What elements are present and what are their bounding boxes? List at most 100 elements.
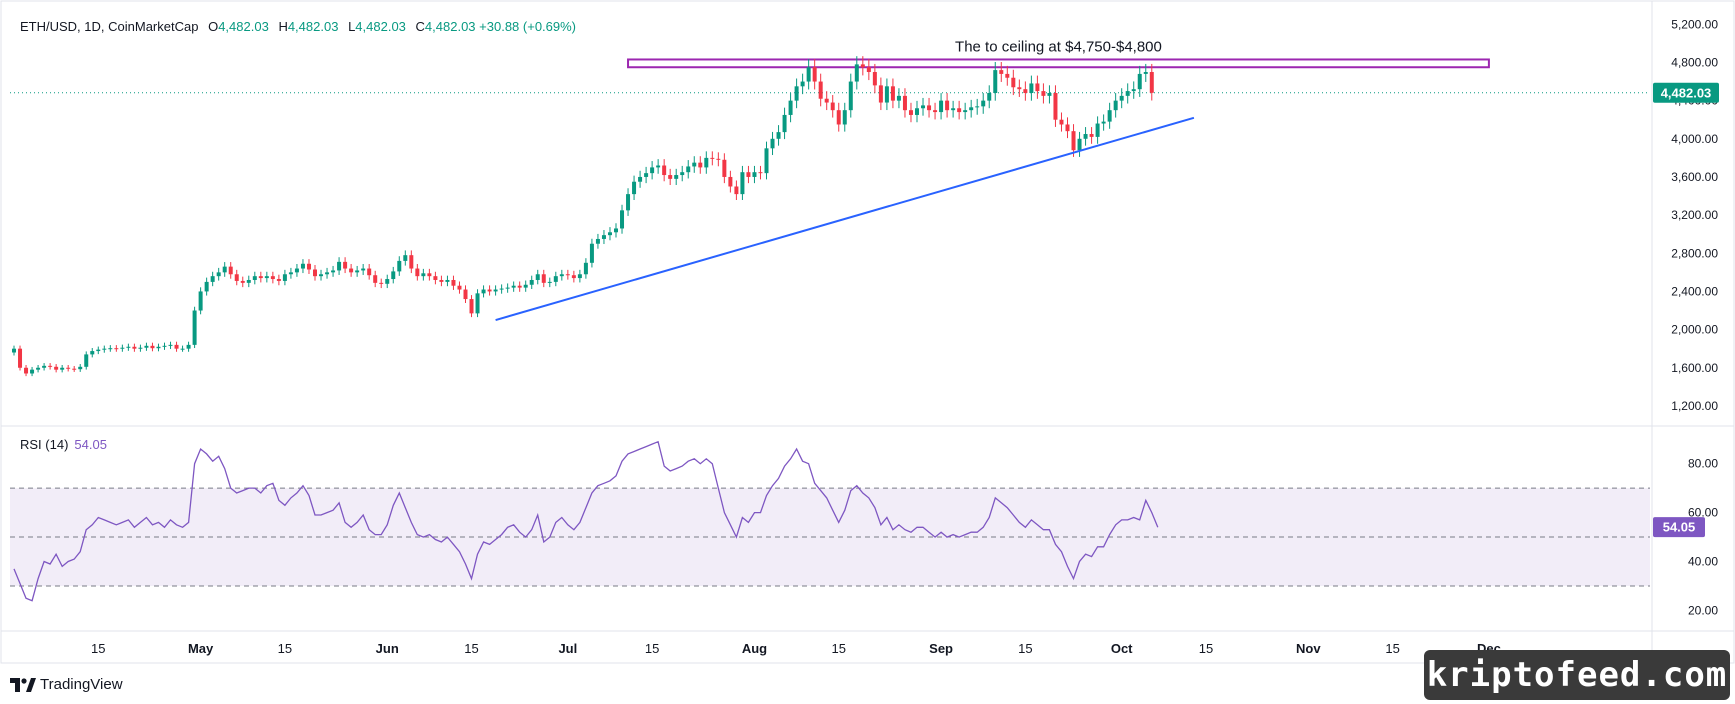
candle-body[interactable] bbox=[355, 270, 360, 273]
candle-body[interactable] bbox=[650, 167, 655, 174]
candle-body[interactable] bbox=[1029, 83, 1034, 93]
candle-body[interactable] bbox=[969, 107, 974, 111]
candle-body[interactable] bbox=[493, 289, 498, 292]
candle-body[interactable] bbox=[517, 285, 522, 288]
candle-body[interactable] bbox=[800, 81, 805, 87]
candle-body[interactable] bbox=[12, 348, 16, 353]
candle-body[interactable] bbox=[252, 276, 257, 280]
candle-body[interactable] bbox=[457, 285, 462, 290]
candle-body[interactable] bbox=[1119, 95, 1124, 101]
candle-body[interactable] bbox=[638, 176, 643, 182]
candle-body[interactable] bbox=[505, 287, 510, 289]
candle-body[interactable] bbox=[30, 369, 35, 374]
candle-body[interactable] bbox=[644, 173, 649, 177]
candle-body[interactable] bbox=[728, 176, 733, 187]
candle-body[interactable] bbox=[1143, 72, 1148, 74]
candle-body[interactable] bbox=[78, 366, 83, 370]
candle-body[interactable] bbox=[108, 348, 113, 350]
candle-body[interactable] bbox=[734, 186, 739, 195]
candle-body[interactable] bbox=[114, 348, 119, 350]
candle-body[interactable] bbox=[264, 276, 269, 279]
candle-body[interactable] bbox=[1107, 110, 1112, 122]
candle-body[interactable] bbox=[282, 274, 287, 281]
candle-body[interactable] bbox=[427, 273, 432, 277]
candle-body[interactable] bbox=[1017, 87, 1022, 90]
rsi-line[interactable] bbox=[13, 440, 1159, 602]
candle-body[interactable] bbox=[1083, 134, 1088, 139]
candle-body[interactable] bbox=[620, 210, 625, 229]
candle-body[interactable] bbox=[704, 157, 709, 168]
candle-body[interactable] bbox=[1035, 83, 1040, 92]
candle-body[interactable] bbox=[337, 261, 342, 271]
candle-body[interactable] bbox=[300, 263, 305, 269]
price-pane[interactable]: 1,200.00 1,600.00 2,000.00 2,400.00 2,800.00… bbox=[10, 17, 1719, 413]
candle-body[interactable] bbox=[1023, 89, 1028, 93]
candle-body[interactable] bbox=[385, 279, 390, 284]
ceiling-zone[interactable] bbox=[627, 58, 1490, 69]
candle-body[interactable] bbox=[487, 289, 492, 292]
candle-body[interactable] bbox=[662, 165, 667, 176]
candle-body[interactable] bbox=[1011, 77, 1016, 88]
candle-body[interactable] bbox=[1095, 123, 1100, 137]
candle-body[interactable] bbox=[343, 261, 348, 269]
candle-body[interactable] bbox=[722, 159, 727, 177]
candle-body[interactable] bbox=[999, 70, 1004, 74]
candle-body[interactable] bbox=[373, 275, 378, 283]
candle-body[interactable] bbox=[246, 279, 251, 283]
candle-body[interactable] bbox=[150, 345, 155, 349]
candle-body[interactable] bbox=[210, 276, 215, 282]
candle-body[interactable] bbox=[559, 274, 564, 277]
candle-body[interactable] bbox=[927, 105, 932, 111]
candle-body[interactable] bbox=[854, 64, 859, 82]
candle-body[interactable] bbox=[686, 166, 691, 173]
candle-body[interactable] bbox=[445, 279, 450, 282]
candle-body[interactable] bbox=[415, 268, 420, 277]
candle-body[interactable] bbox=[1089, 134, 1094, 137]
candle-body[interactable] bbox=[463, 289, 468, 300]
candle-body[interactable] bbox=[72, 368, 77, 370]
candle-body[interactable] bbox=[860, 64, 865, 68]
candle-body[interactable] bbox=[908, 110, 913, 115]
candle-body[interactable] bbox=[397, 260, 402, 272]
candle-body[interactable] bbox=[433, 276, 438, 280]
candle-body[interactable] bbox=[692, 162, 697, 167]
candle-body[interactable] bbox=[523, 284, 528, 288]
candle-body[interactable] bbox=[481, 289, 486, 294]
candle-body[interactable] bbox=[746, 172, 751, 177]
candle-body[interactable] bbox=[752, 172, 757, 177]
candle-body[interactable] bbox=[541, 274, 546, 283]
candle-body[interactable] bbox=[403, 255, 408, 261]
candle-body[interactable] bbox=[794, 86, 799, 101]
candle-body[interactable] bbox=[933, 110, 938, 113]
candle-body[interactable] bbox=[84, 354, 89, 367]
candle-body[interactable] bbox=[325, 272, 330, 275]
candle-body[interactable] bbox=[1053, 93, 1058, 120]
candle-body[interactable] bbox=[54, 366, 59, 370]
candle-body[interactable] bbox=[379, 282, 384, 284]
candle-body[interactable] bbox=[36, 367, 41, 370]
rsi-legend[interactable]: RSI (14) 54.05 bbox=[20, 437, 107, 452]
candle-body[interactable] bbox=[547, 281, 552, 283]
candle-body[interactable] bbox=[409, 255, 414, 269]
candle-body[interactable] bbox=[162, 345, 167, 347]
candle-body[interactable] bbox=[553, 276, 558, 282]
candle-body[interactable] bbox=[144, 345, 149, 348]
candle-body[interactable] bbox=[1047, 93, 1052, 96]
candle-body[interactable] bbox=[921, 105, 926, 109]
candle-body[interactable] bbox=[776, 132, 781, 139]
candle-body[interactable] bbox=[1113, 100, 1118, 111]
candle-body[interactable] bbox=[614, 228, 618, 233]
candle-body[interactable] bbox=[367, 268, 372, 276]
tradingview-brand[interactable]: TradingView bbox=[10, 676, 123, 693]
candle-body[interactable] bbox=[313, 269, 317, 277]
candle-body[interactable] bbox=[48, 365, 53, 367]
candle-body[interactable] bbox=[1005, 73, 1010, 78]
candle-body[interactable] bbox=[1077, 138, 1082, 151]
candle-body[interactable] bbox=[529, 279, 534, 285]
candle-body[interactable] bbox=[42, 365, 47, 368]
candle-body[interactable] bbox=[174, 344, 179, 349]
candle-body[interactable] bbox=[1137, 73, 1142, 90]
candle-body[interactable] bbox=[319, 274, 324, 277]
candle-body[interactable] bbox=[896, 95, 901, 101]
